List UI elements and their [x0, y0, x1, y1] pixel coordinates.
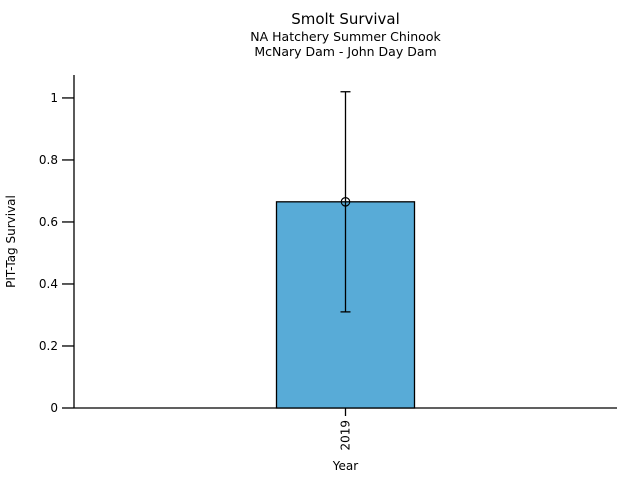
y-tick-label: 0.8	[39, 153, 58, 167]
y-tick-label: 0.6	[39, 215, 58, 229]
x-axis-title: Year	[332, 459, 358, 473]
y-tick-label: 1	[50, 91, 58, 105]
y-axis-title: PIT-Tag Survival	[4, 195, 18, 288]
chart-title: Smolt Survival	[291, 10, 400, 28]
x-tick-label: 2019	[339, 420, 353, 451]
point-estimate-marker	[340, 197, 351, 207]
y-tick-label: 0.2	[39, 339, 58, 353]
chart-subtitle-line1: NA Hatchery Summer Chinook	[250, 29, 441, 44]
chart-subtitle-line2: McNary Dam - John Day Dam	[254, 44, 437, 59]
y-tick-label: 0.4	[39, 277, 58, 291]
title-block: Smolt Survival NA Hatchery Summer Chinoo…	[74, 9, 617, 59]
y-tick-label: 0	[50, 401, 58, 415]
